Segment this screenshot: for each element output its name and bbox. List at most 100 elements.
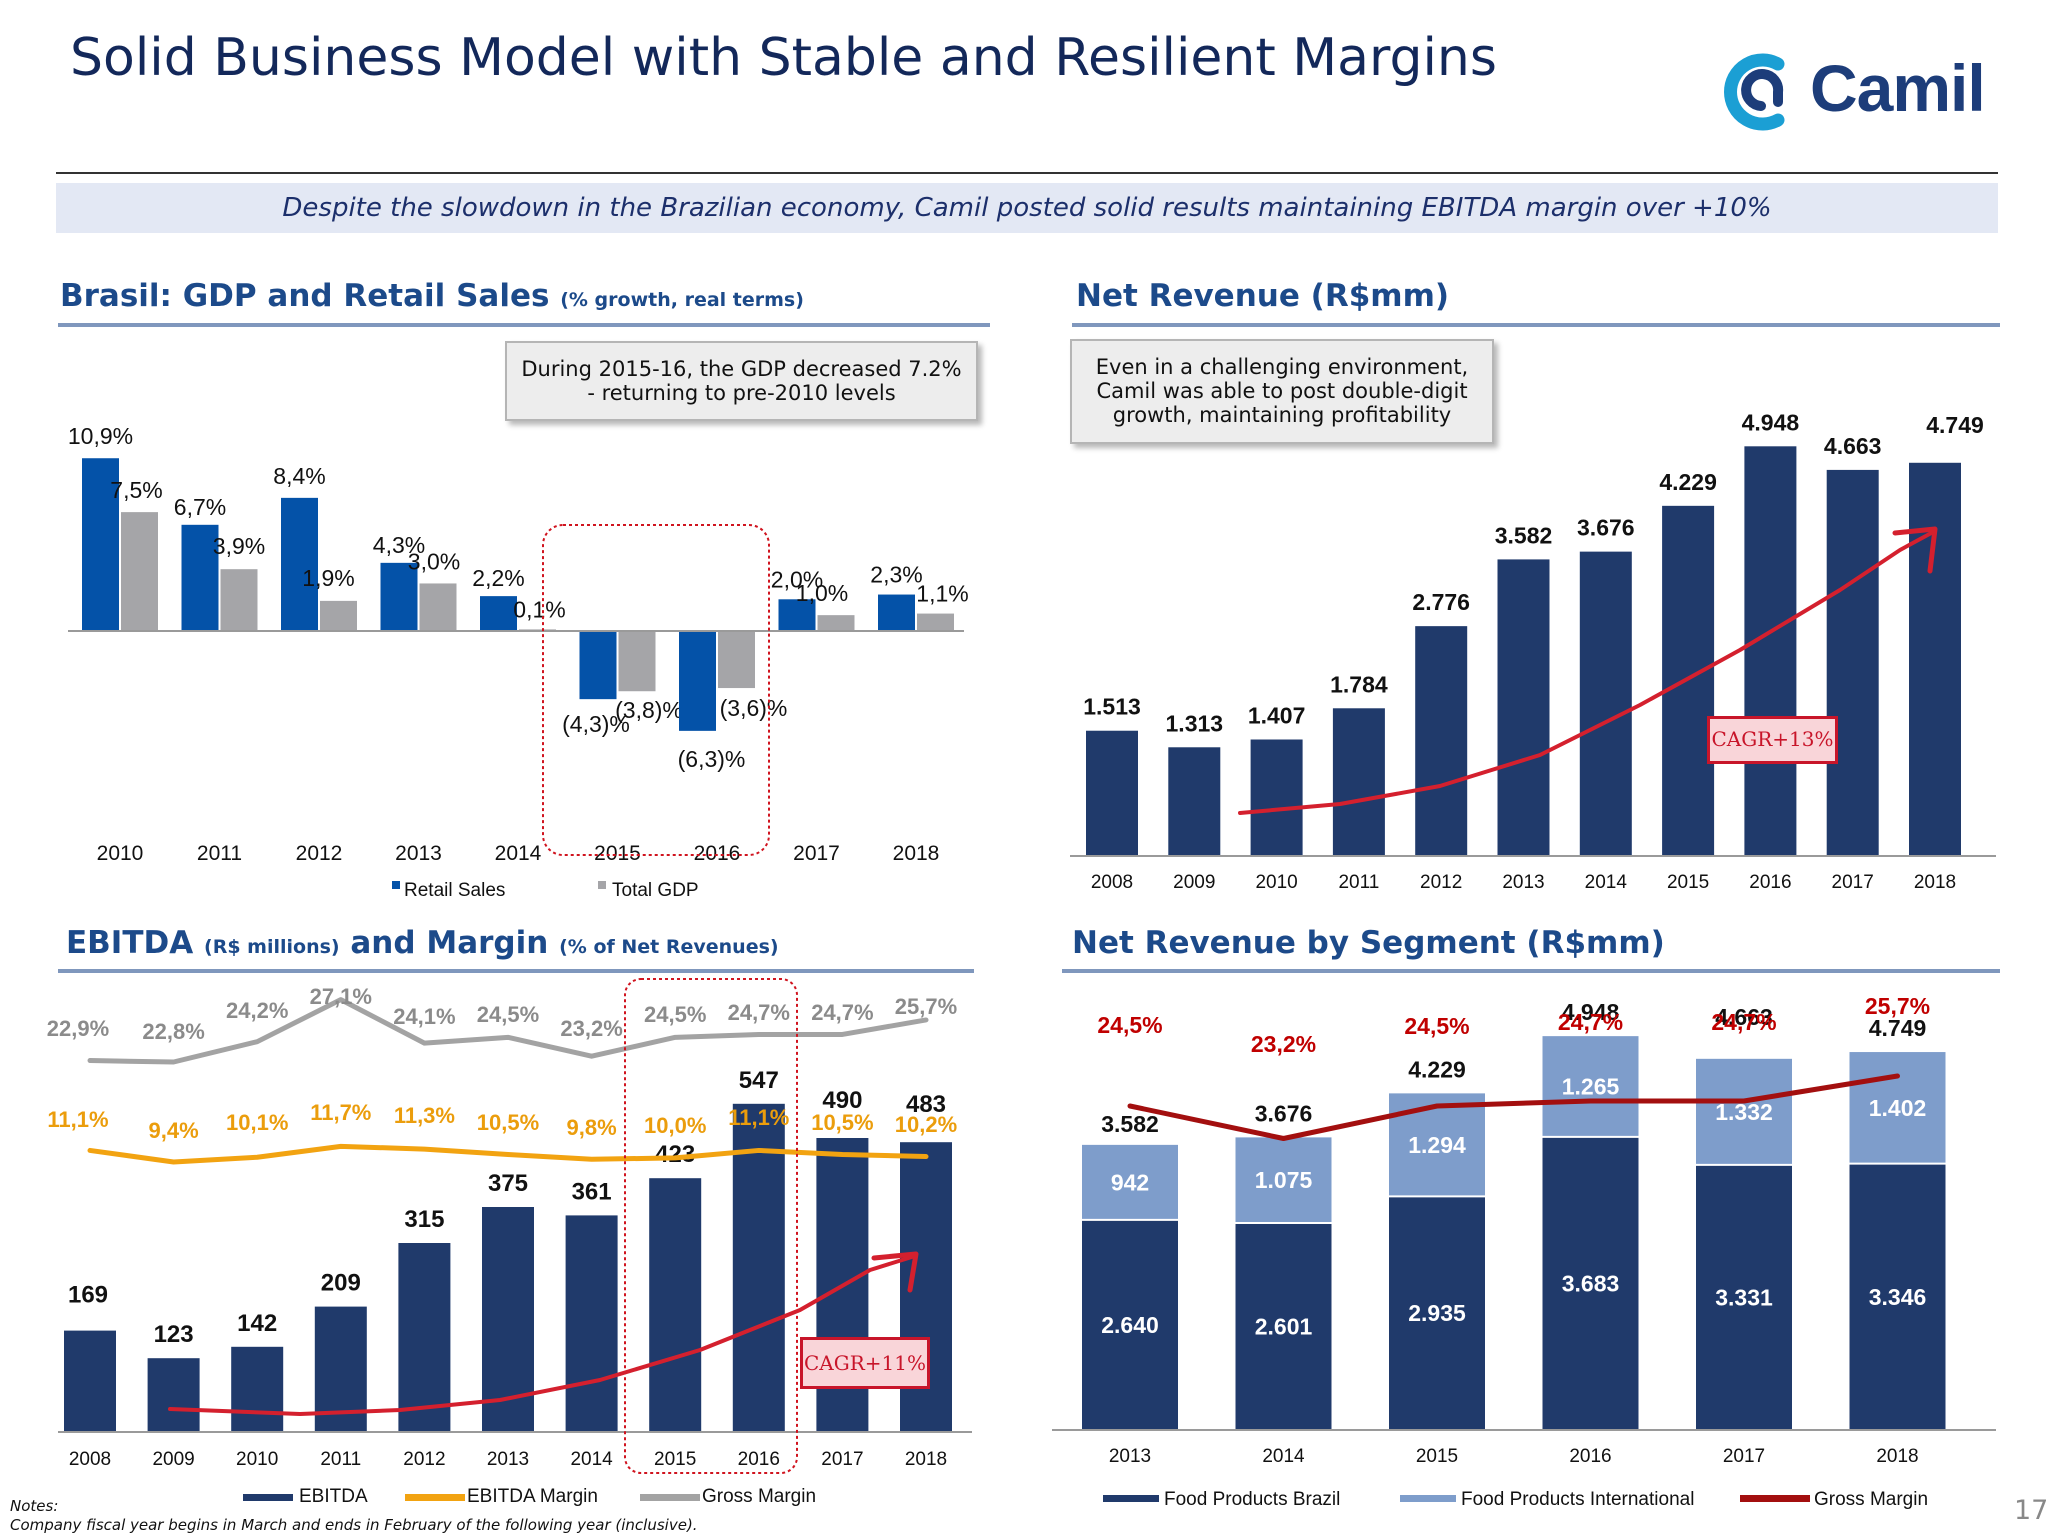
gdp-xtick-2011: 2011: [197, 842, 242, 865]
ebitda-section-rule: [58, 969, 974, 973]
intl-legend-marker: [1400, 1495, 1456, 1502]
gdp-label-2018: 1,1%: [916, 581, 968, 607]
retail-label-2018: 2,3%: [870, 562, 922, 588]
ebitda-xtick-2010: 2010: [236, 1449, 278, 1470]
revenue-xtick-2012: 2012: [1420, 872, 1462, 893]
ebitda-bar-2008: [64, 1330, 116, 1432]
revenue-xtick-2014: 2014: [1585, 872, 1628, 893]
ebitda-xtick-2013: 2013: [487, 1449, 529, 1470]
revenue-label-2008: 1.513: [1083, 694, 1141, 720]
revenue-xtick-2009: 2009: [1173, 872, 1215, 893]
revenue-xtick-2017: 2017: [1832, 872, 1874, 893]
logo-wordmark: Camil: [1810, 51, 1986, 125]
gross-margin-legend-label: Gross Margin: [702, 1486, 816, 1507]
ebitda-label-2016: 547: [739, 1067, 779, 1094]
revenue-bar-2014: [1579, 551, 1632, 856]
revenue-bar-2009: [1168, 747, 1221, 856]
retail-label-2016: (6,3)%: [678, 746, 746, 772]
brazil-label-2015: 2.935: [1408, 1300, 1466, 1326]
gdp-section-rule: [58, 323, 990, 327]
revenue-section-rule: [1072, 323, 2000, 327]
segment-margin-label-2016: 24,7%: [1558, 1009, 1623, 1035]
gdp-callout-line-1: During 2015-16, the GDP decreased 7.2%: [521, 357, 962, 381]
intl-legend-label: Food Products International: [1461, 1489, 1694, 1510]
revenue-callout-line-2: Camil was able to post double-digit: [1096, 379, 1468, 403]
gdp-subtitle-text: (% growth, real terms): [560, 289, 804, 311]
summary-banner: Despite the slowdown in the Brazilian ec…: [56, 183, 1998, 233]
segment-margin-label-2017: 24,7%: [1711, 1009, 1776, 1035]
revenue-label-2018: 4.749: [1926, 412, 1984, 438]
gdp-callout-line-2: - returning to pre-2010 levels: [587, 381, 896, 405]
segment-xtick-2016: 2016: [1569, 1446, 1611, 1467]
brazil-label-2014: 2.601: [1255, 1313, 1313, 1339]
retail-bar-2014: [480, 596, 517, 631]
gross-margin-label-2014: 23,2%: [560, 1016, 622, 1041]
gdp-bar-2011: [220, 569, 258, 631]
retail-label-2015: (4,3)%: [562, 711, 630, 737]
ebitda-label-2012: 315: [404, 1206, 444, 1233]
intl-label-2014: 1.075: [1255, 1167, 1313, 1193]
brazil-bar-2017: [1696, 1164, 1792, 1430]
ebitda-section-title: EBITDA (R$ millions) and Margin (% of Ne…: [66, 925, 779, 961]
brazil-label-2016: 3.683: [1562, 1270, 1620, 1296]
brazil-bar-2013: [1082, 1219, 1178, 1430]
gdp-title-text: Brasil: GDP and Retail Sales: [60, 278, 550, 314]
retail-bar-2010: [82, 458, 119, 631]
ebitda-margin-label-2017: 10,5%: [811, 1110, 873, 1135]
retail-bar-2016: [679, 631, 716, 731]
segment-margin-legend-label: Gross Margin: [1814, 1489, 1928, 1510]
brazil-label-2018: 3.346: [1869, 1284, 1927, 1310]
segment-margin-label-2015: 24,5%: [1404, 1013, 1469, 1039]
retail-label-2012: 8,4%: [273, 463, 325, 489]
revenue-label-2009: 1.313: [1166, 710, 1224, 736]
gdp-bar-2010: [121, 512, 158, 631]
revenue-xtick-2011: 2011: [1338, 872, 1379, 893]
ebitda-label-2017: 490: [822, 1087, 862, 1114]
gdp-label-2016: (3,6)%: [720, 695, 788, 721]
revenue-bar-2011: [1332, 708, 1385, 856]
revenue-xtick-2015: 2015: [1667, 872, 1709, 893]
intl-bar-2013: [1082, 1144, 1178, 1220]
segment-total-2014: 3.676: [1255, 1100, 1313, 1126]
ebitda-label-2014: 361: [572, 1178, 612, 1205]
gdp-label-2013: 3,0%: [408, 548, 460, 574]
camil-logo: Camil: [1716, 42, 1986, 142]
retail-legend-label: Retail Sales: [404, 880, 505, 901]
revenue-trend-arrow: [1238, 529, 1937, 815]
revenue-label-2015: 4.229: [1659, 469, 1717, 495]
gdp-callout: During 2015-16, the GDP decreased 7.2% -…: [505, 341, 978, 421]
revenue-bar-2013: [1497, 559, 1550, 856]
intl-bar-2017: [1696, 1058, 1792, 1165]
retail-label-2017: 2,0%: [771, 566, 823, 592]
margin-subtitle-text: (% of Net Revenues): [559, 936, 779, 958]
segment-gross-margin-line: [1127, 1073, 1900, 1141]
gdp-label-2010: 7,5%: [110, 477, 162, 503]
revenue-label-2013: 3.582: [1495, 522, 1553, 548]
brazil-bar-2018: [1849, 1163, 1946, 1430]
revenue-label-2011: 1.784: [1330, 671, 1388, 697]
gdp-legend-marker: [598, 881, 606, 889]
ebitda-margin-line: [87, 1143, 929, 1165]
ebitda-trend-arrow: [168, 1254, 917, 1416]
gdp-bar-2018: [917, 613, 954, 631]
revenue-label-2012: 2.776: [1412, 589, 1470, 615]
ebitda-bar-2015: [649, 1178, 702, 1432]
revenue-bar-2015: [1662, 505, 1715, 856]
intl-label-2015: 1.294: [1408, 1132, 1466, 1158]
segment-total-2018: 4.749: [1869, 1015, 1927, 1041]
gdp-label-2011: 3,9%: [213, 533, 265, 559]
brazil-label-2017: 3.331: [1715, 1284, 1773, 1310]
camil-logo-icon: [1724, 53, 1785, 131]
ebitda-bar-2014: [565, 1215, 618, 1432]
ebitda-xtick-2009: 2009: [152, 1449, 194, 1470]
revenue-bar-2016: [1744, 446, 1797, 856]
ebitda-highlight-box: [624, 978, 798, 1474]
brazil-legend-label: Food Products Brazil: [1164, 1489, 1340, 1510]
retail-bar-2015: [579, 631, 617, 700]
footnote-text: Company fiscal year begins in March and …: [10, 1516, 698, 1534]
revenue-trend-arrowhead: [1892, 526, 1938, 574]
gdp-xtick-2010: 2010: [97, 842, 144, 865]
ebitda-xtick-2018: 2018: [905, 1449, 947, 1470]
ebitda-legend-label: EBITDA: [299, 1486, 368, 1507]
gross-margin-legend-marker: [640, 1494, 700, 1501]
